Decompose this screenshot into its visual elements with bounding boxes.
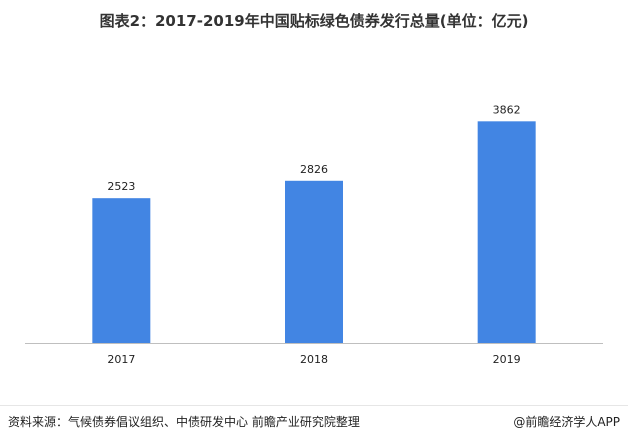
data-label-2018: 2826 bbox=[300, 163, 328, 176]
bar-2018 bbox=[285, 180, 343, 343]
bar-2017 bbox=[92, 198, 151, 343]
bar-2019 bbox=[477, 121, 536, 343]
bar-chart: 2523 2017 2826 2018 3862 2019 bbox=[25, 103, 603, 366]
data-label-2017: 2523 bbox=[107, 180, 135, 193]
data-label-2019: 3862 bbox=[493, 103, 521, 116]
brand-label: @前瞻经济学人APP bbox=[513, 415, 620, 429]
x-tick-label-2019: 2019 bbox=[493, 353, 521, 366]
x-tick-label-2017: 2017 bbox=[107, 353, 135, 366]
x-tick-label-2018: 2018 bbox=[300, 353, 328, 366]
source-note: 资料来源：气候债券倡议组织、中债研发中心 前瞻产业研究院整理 bbox=[8, 415, 360, 429]
footer-divider bbox=[0, 405, 628, 406]
chart-title: 图表2：2017-2019年中国贴标绿色债券发行总量(单位：亿元) bbox=[99, 12, 529, 30]
